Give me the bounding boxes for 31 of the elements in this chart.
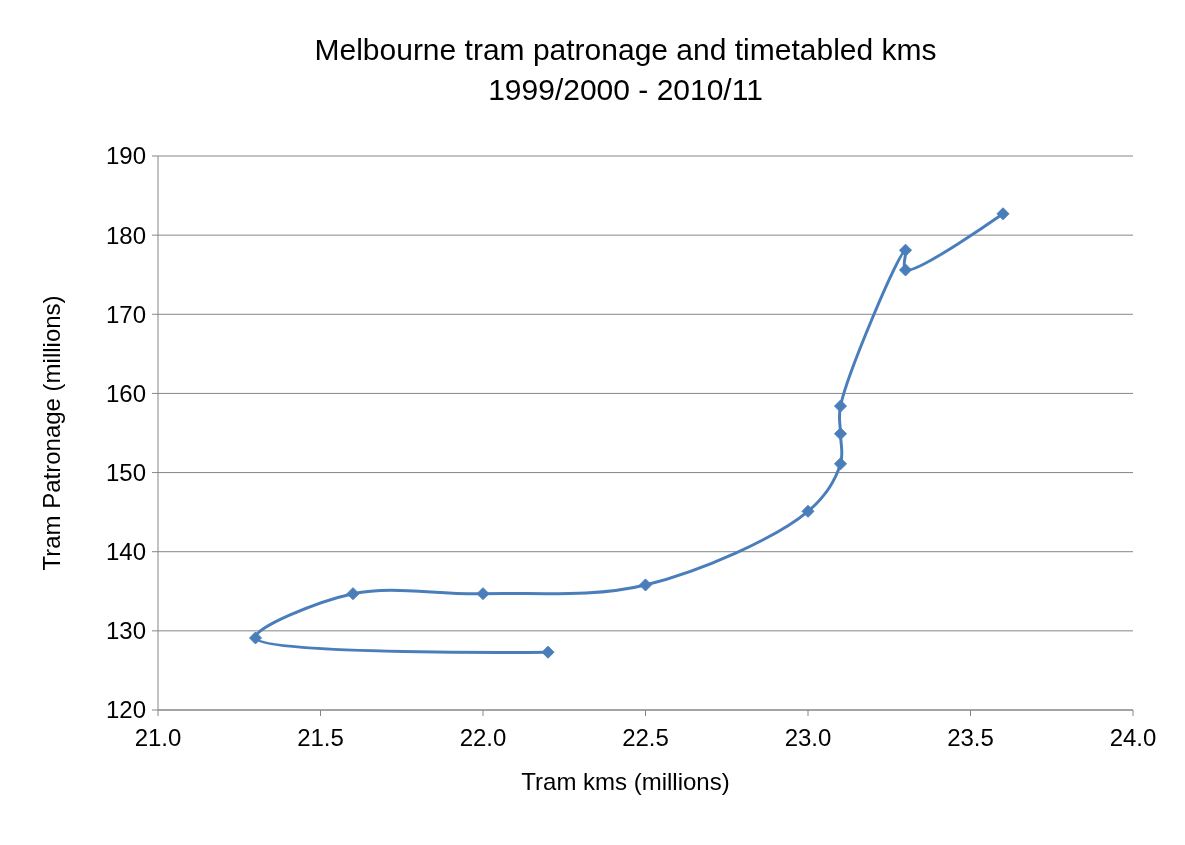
y-tick-label: 180 — [105, 221, 146, 249]
y-tick-label: 120 — [105, 696, 146, 724]
point — [346, 587, 360, 601]
x-tick-label: 22.0 — [459, 724, 507, 751]
x-tick-label: 21.5 — [297, 724, 344, 751]
point — [249, 631, 262, 645]
point — [541, 645, 555, 659]
point — [899, 263, 912, 277]
chart-title: Melbourne tram patronage and timetabled kms — [314, 33, 937, 66]
chart-subtitle: 1999/2000 - 2010/11 — [488, 73, 763, 106]
y-tick-label: 190 — [105, 142, 146, 170]
x-tick-label: 21.0 — [134, 724, 182, 751]
point — [639, 578, 652, 592]
x-tick-label: 24.0 — [1109, 724, 1157, 751]
x-axis-title: Tram kms (millions) — [521, 768, 730, 795]
x-tick-label: 22.5 — [622, 724, 669, 751]
point — [801, 504, 815, 518]
y-tick-label: 150 — [105, 458, 146, 486]
y-axis-title: Tram Patronage (millions) — [38, 295, 65, 571]
point — [834, 427, 847, 441]
point — [996, 207, 1010, 221]
x-tick-label: 23.0 — [784, 724, 832, 751]
y-tick-label: 130 — [105, 617, 146, 645]
point — [834, 399, 847, 413]
point — [476, 587, 490, 601]
point — [834, 457, 847, 471]
point — [899, 243, 912, 257]
y-tick-label: 140 — [105, 538, 146, 566]
y-tick-label: 170 — [105, 300, 146, 328]
x-tick-label: 23.5 — [947, 724, 994, 751]
y-tick-label: 160 — [105, 379, 146, 407]
